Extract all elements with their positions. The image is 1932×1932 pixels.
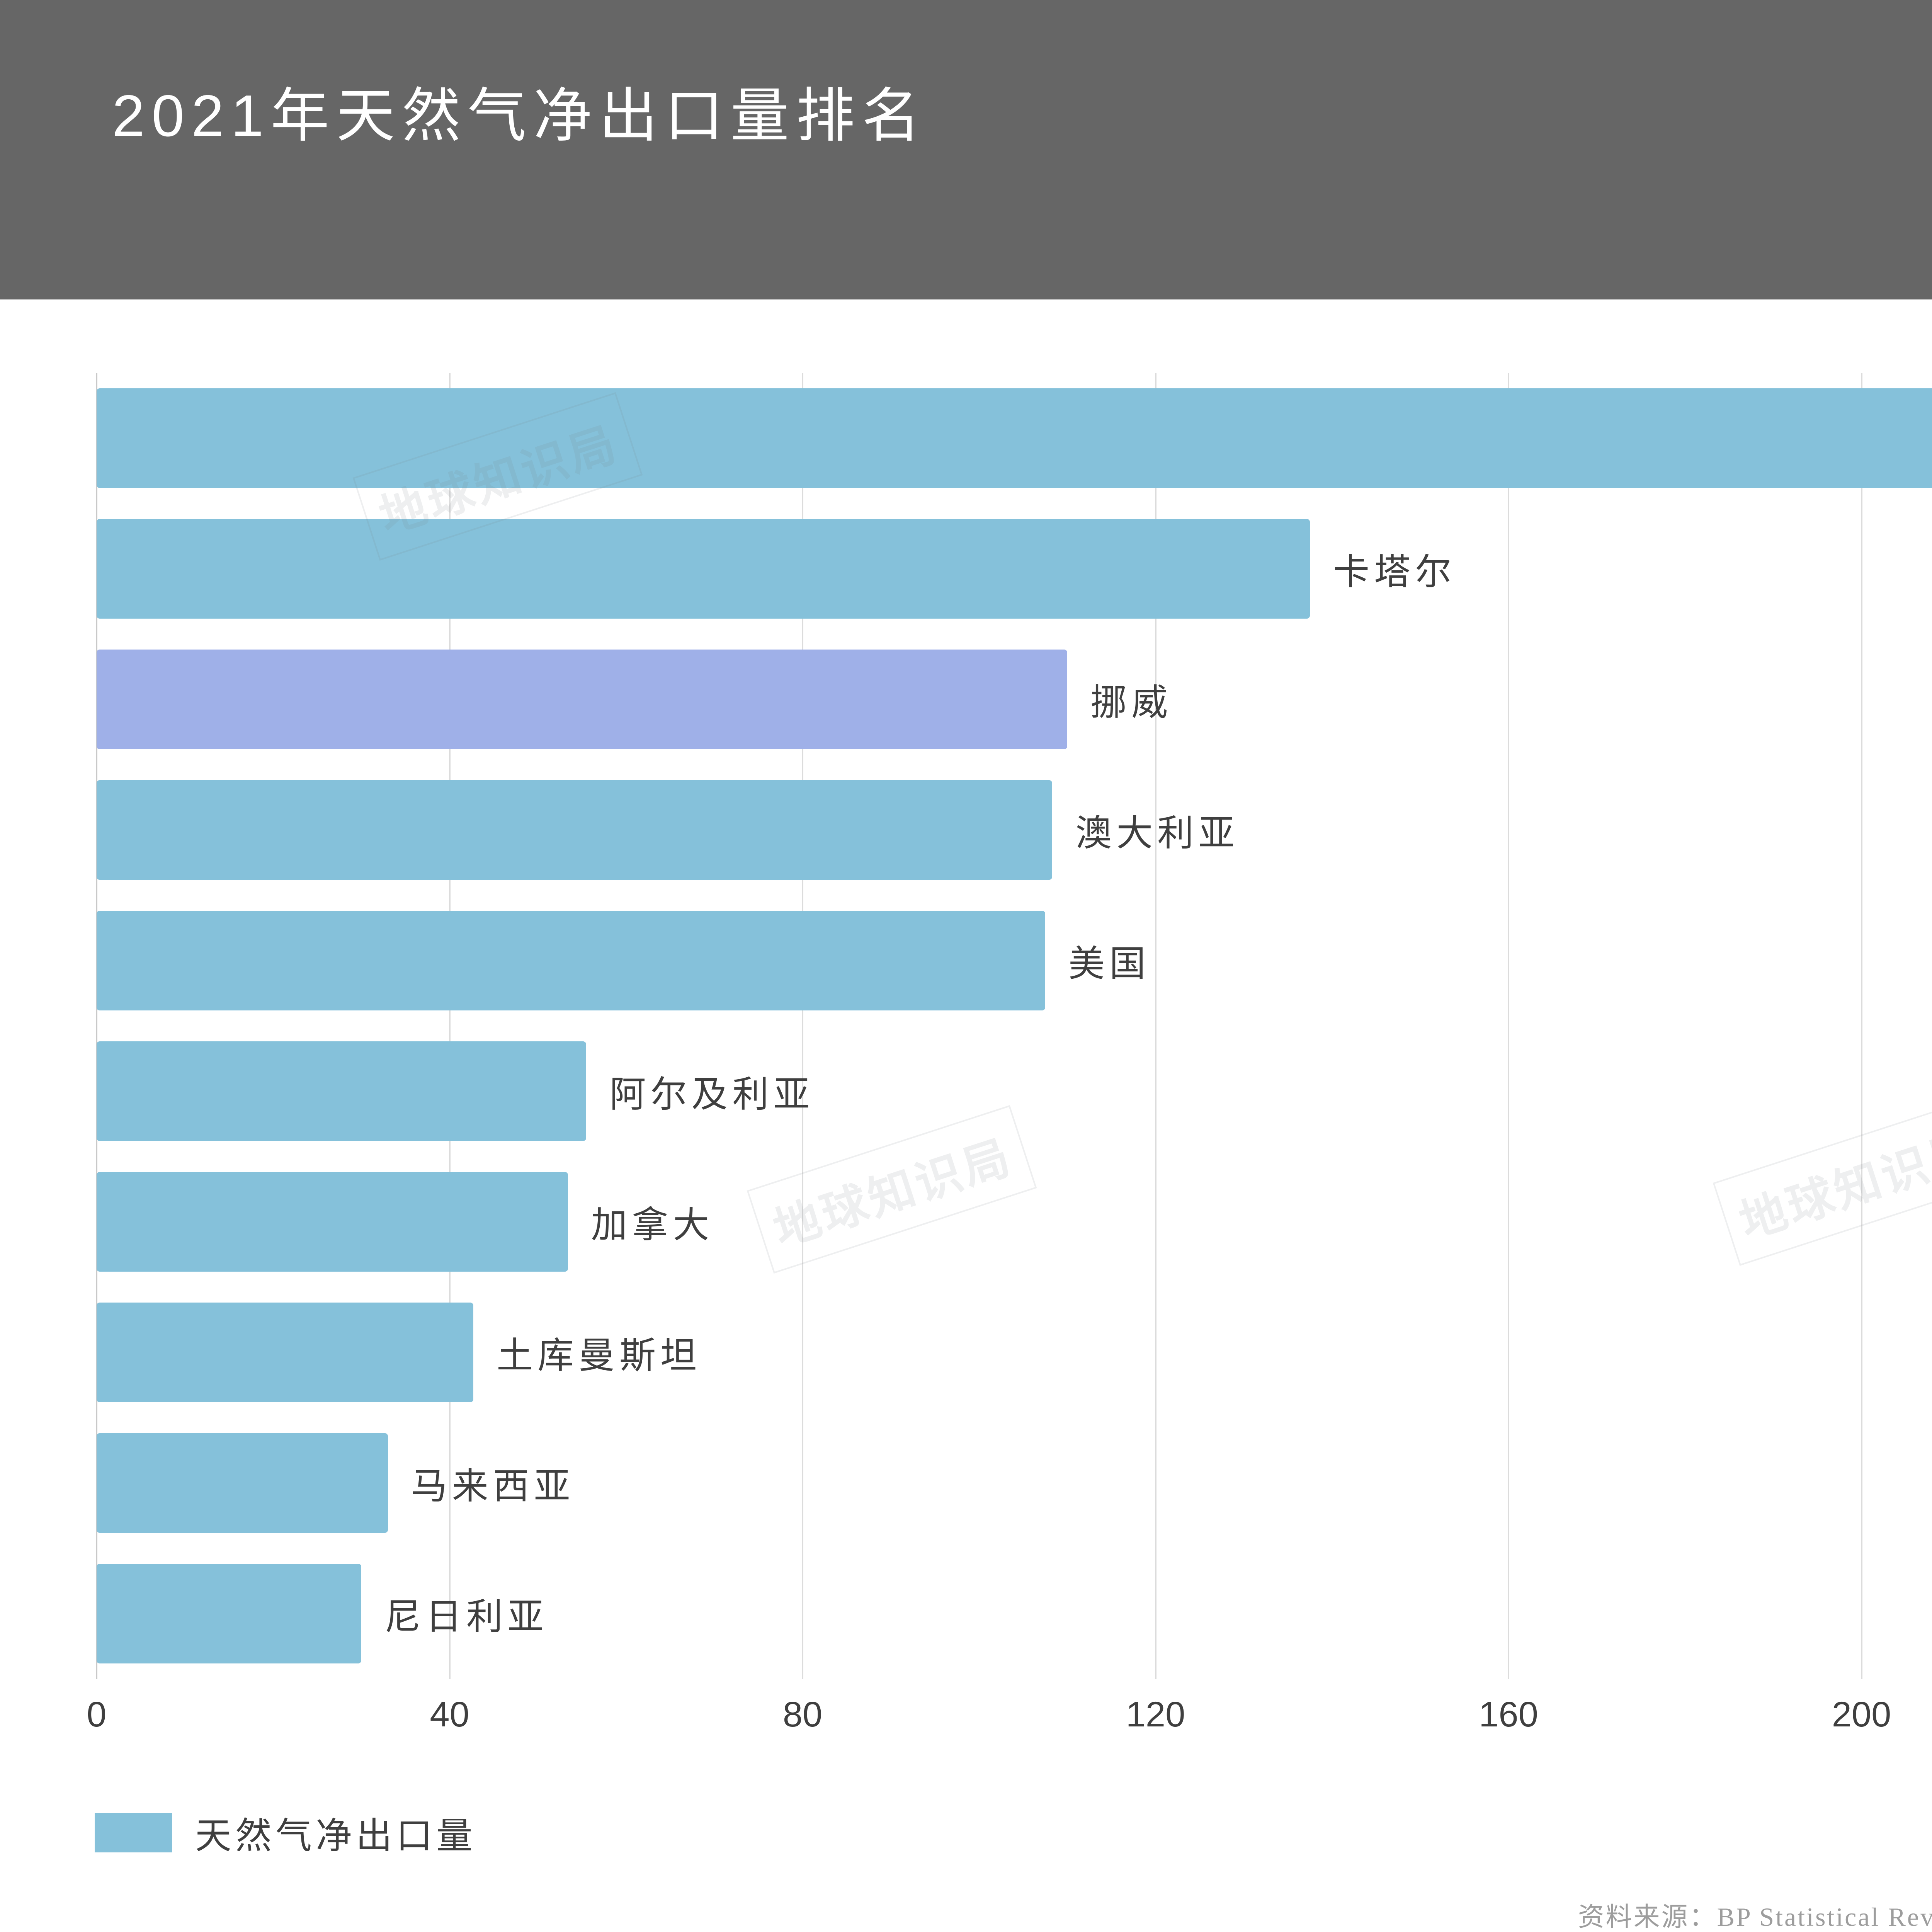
bar-5[interactable]	[97, 1041, 587, 1141]
x-tick-40: 40	[430, 1695, 469, 1734]
bar-row[interactable]: 澳大利亚	[97, 765, 1932, 895]
bar-9[interactable]	[97, 1564, 362, 1663]
gridline-80	[802, 373, 803, 1679]
bar-row[interactable]: 挪威	[97, 634, 1932, 765]
bar-row[interactable]: 土库曼斯坦	[97, 1287, 1932, 1418]
bar-row[interactable]: 尼日利亚	[97, 1548, 1932, 1679]
x-tick-0: 0	[87, 1695, 107, 1734]
x-axis-tick-labels: 04080120160200240	[0, 1694, 1932, 1756]
bar-category-label: 卡塔尔	[1333, 551, 1456, 592]
source-note: 资料来源：BP Statistical Review of World Ener…	[1578, 1902, 1932, 1932]
gridline-200	[1861, 373, 1862, 1679]
legend-swatch	[95, 1813, 172, 1852]
bar-category-label: 尼日利亚	[384, 1596, 549, 1637]
bar-category-label: 挪威	[1090, 682, 1173, 723]
gridline-0	[96, 373, 97, 1679]
header-banner: 2021年天然气净出口量排名 公众号：地球知识局	[0, 0, 1932, 299]
x-tick-120: 120	[1126, 1695, 1185, 1734]
bar-row[interactable]: 俄罗斯	[97, 373, 1932, 503]
bar-1[interactable]	[97, 519, 1310, 619]
chart-gridlines	[96, 373, 1932, 1679]
legend-label: 天然气净出口量	[195, 1815, 477, 1856]
bar-2[interactable]	[97, 650, 1068, 749]
bar-7[interactable]	[97, 1303, 474, 1402]
page-title: 2021年天然气净出口量排名	[112, 83, 928, 149]
bar-row[interactable]: 阿尔及利亚	[97, 1026, 1932, 1156]
bar-category-label: 马来西亚	[411, 1466, 575, 1506]
bar-category-label: 阿尔及利亚	[609, 1074, 815, 1114]
bar-4[interactable]	[97, 911, 1046, 1010]
bar-8[interactable]	[97, 1433, 388, 1533]
bar-category-label: 美国	[1068, 943, 1151, 984]
gridline-160	[1508, 373, 1509, 1679]
bar-row[interactable]: 马来西亚	[97, 1418, 1932, 1548]
gridline-40	[449, 373, 451, 1679]
bar-3[interactable]	[97, 780, 1053, 880]
bar-category-label: 澳大利亚	[1075, 813, 1240, 853]
bar-series: 俄罗斯卡塔尔挪威澳大利亚美国阿尔及利亚加拿大土库曼斯坦马来西亚尼日利亚	[97, 373, 1932, 1679]
gridline-120	[1155, 373, 1156, 1679]
bar-row[interactable]: 加拿大	[97, 1156, 1932, 1287]
bar-category-label: 土库曼斯坦	[497, 1335, 702, 1376]
bar-category-label: 加拿大	[591, 1204, 714, 1245]
x-tick-200: 200	[1832, 1695, 1891, 1734]
x-tick-160: 160	[1479, 1695, 1538, 1734]
bar-6[interactable]	[97, 1172, 568, 1272]
bar-row[interactable]: 卡塔尔	[97, 503, 1932, 634]
x-tick-80: 80	[782, 1695, 823, 1734]
chart-canvas: 俄罗斯卡塔尔挪威澳大利亚美国阿尔及利亚加拿大土库曼斯坦马来西亚尼日利亚 0 40 8…	[0, 299, 1932, 1932]
bar-row[interactable]: 美国	[97, 895, 1932, 1026]
chart-legend: 天然气净出口量	[95, 1806, 476, 1859]
bar-0[interactable]	[97, 388, 1932, 488]
